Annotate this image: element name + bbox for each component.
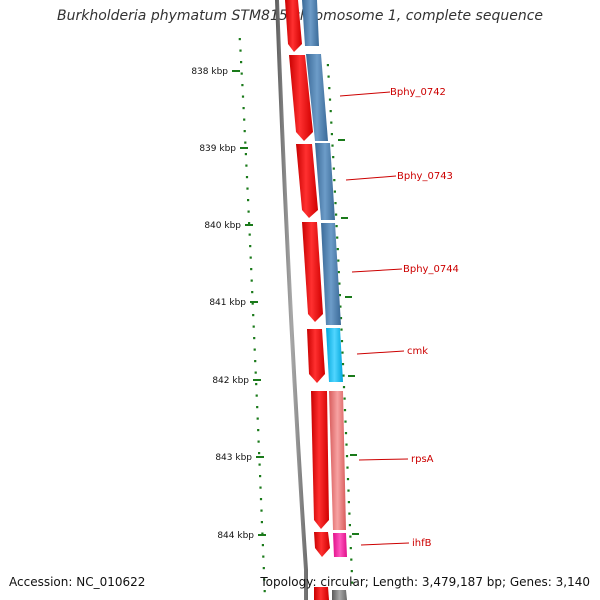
forward-gene-arrow [314,587,329,600]
forward-gene-arrow [314,532,330,557]
leader-line [339,91,391,97]
forward-strand-track [285,0,330,600]
forward-gene-arrow [289,55,313,141]
backbone [275,0,308,600]
reverse-strand-track [302,0,347,600]
gene-name[interactable]: rpsA [411,454,434,465]
scale-ticks: 838 kbp 839 kbp 840 kbp 841 kbp 842 kbp 843 k… [191,67,266,541]
leader-line [351,268,403,273]
map-title: Burkholderia phymatum STM815 chromosome … [56,8,543,24]
leader-line [345,175,397,181]
gene-segment-ihfB [333,533,347,557]
gene-name[interactable]: Bphy_0744 [403,264,459,275]
accession-label: Accession: NC_010622 [9,575,146,589]
gene-segment-bphy-0744 [321,223,341,325]
forward-gene-arrow [307,329,325,383]
forward-gene-arrow [285,0,302,52]
gene-label-bphy-0743[interactable]: Bphy_0743 [345,171,453,182]
gene-label-cmk[interactable]: cmk [356,346,428,357]
gene-segment-bphy-0741 [302,0,319,46]
scale-tick-label: 838 kbp [191,67,228,77]
leader-line [356,350,405,355]
scale-tick-label: 841 kbp [209,298,246,308]
gene-name[interactable]: Bphy_0743 [397,171,453,182]
scale-tick-label: 839 kbp [199,144,236,154]
leader-line [358,458,409,461]
gene-segment-next [332,590,347,600]
gene-name[interactable]: ihfB [412,538,432,549]
gene-segment-cmk [326,328,343,382]
topology-label: Topology: circular; Length: 3,479,187 bp… [260,575,590,589]
gene-label-ihfb[interactable]: ihfB [360,538,432,549]
gene-segment-bphy-0742 [306,54,328,141]
gene-segment-bphy-0743 [315,143,335,220]
leader-line [360,542,410,546]
gene-segment-rpsA [329,391,346,530]
forward-gene-arrow [311,391,329,529]
scale-tick-label: 840 kbp [204,221,241,231]
gc-skew-track [238,38,359,593]
gene-name[interactable]: Bphy_0742 [390,87,446,98]
gene-name[interactable]: cmk [407,346,428,357]
scale-tick-label: 844 kbp [217,531,254,541]
scale-tick-label: 843 kbp [215,453,252,463]
gene-label-bphy-0742[interactable]: Bphy_0742 [339,87,446,98]
gene-label-bphy-0744[interactable]: Bphy_0744 [351,264,459,275]
gene-label-rpsa[interactable]: rpsA [358,454,434,465]
scale-tick-label: 842 kbp [212,376,249,386]
forward-gene-arrow [302,222,323,322]
forward-gene-arrow [296,144,318,218]
